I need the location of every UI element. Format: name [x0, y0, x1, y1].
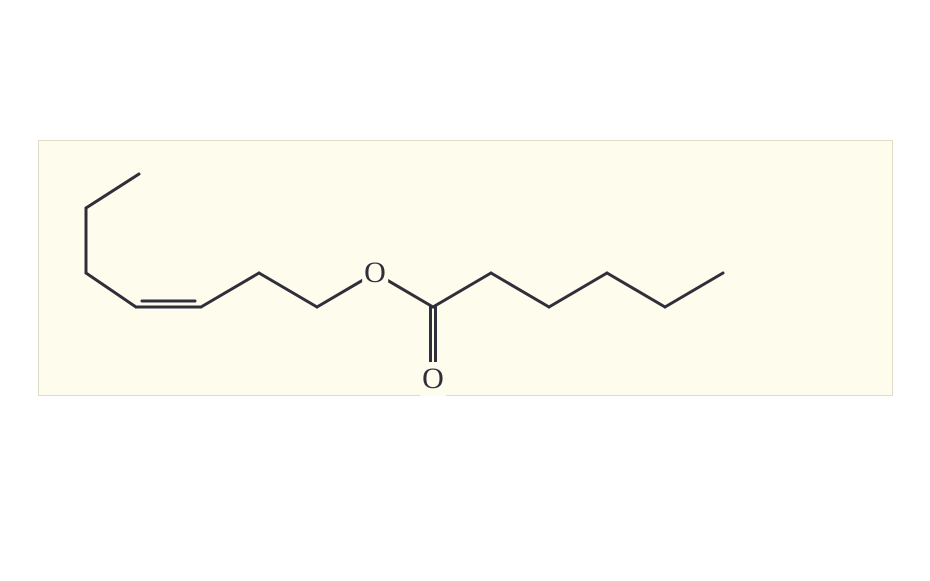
- molecule-panel: OO: [38, 140, 893, 396]
- atom-label-o2: O: [420, 362, 446, 396]
- atom-label-o1: O: [362, 256, 388, 290]
- bonds-layer: [39, 141, 894, 397]
- diagram-stage: OO: [0, 0, 930, 581]
